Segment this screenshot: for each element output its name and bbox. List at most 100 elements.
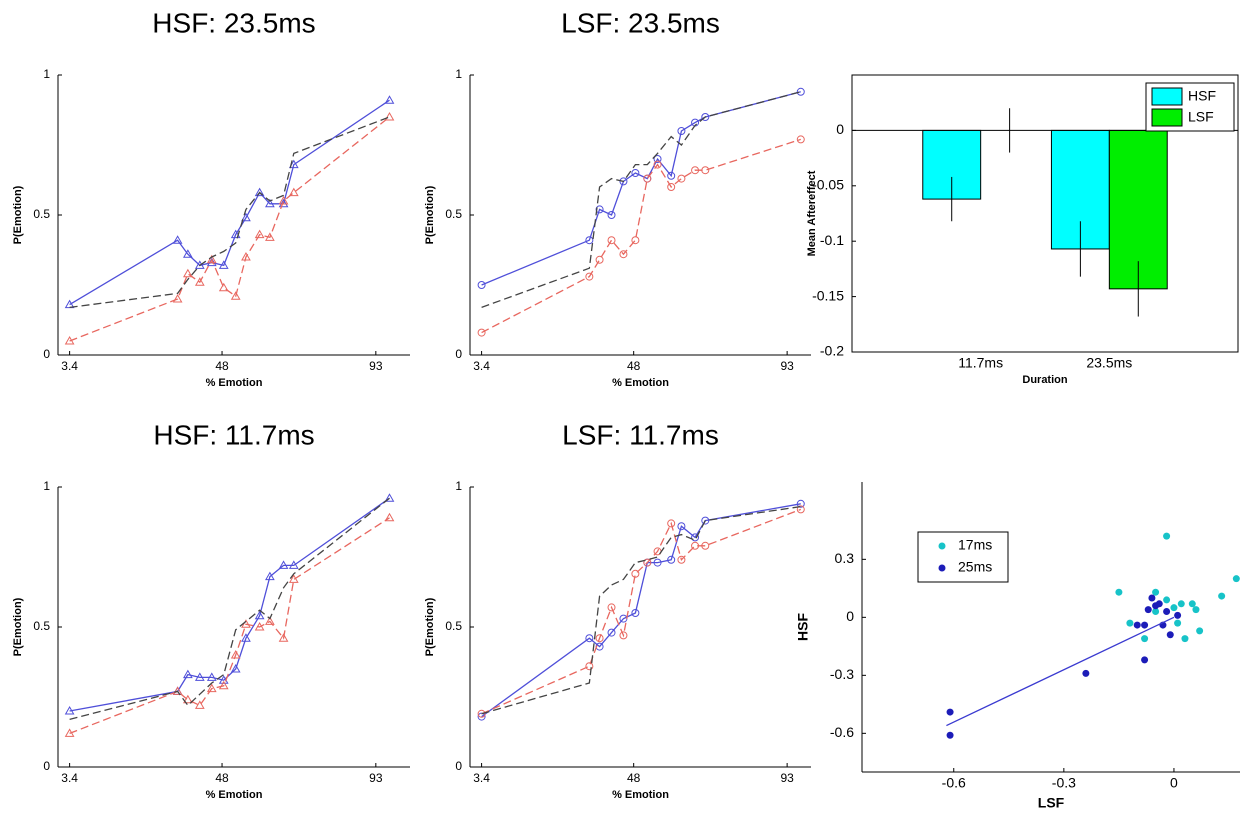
marker [230,649,241,659]
marker [619,250,628,259]
data-line [69,116,390,309]
point [1166,631,1174,639]
legend-marker [938,542,946,550]
marker [254,229,265,239]
point [1174,619,1182,627]
marker [206,257,217,267]
marker [631,609,640,617]
x-tick-label: 48 [215,359,229,373]
x-tick-label: 3.4 [473,359,490,373]
chart-title: HSF: 23.5ms [152,7,315,38]
x-tick-label: 3.4 [61,359,78,373]
marker [677,127,686,135]
marker [230,291,241,300]
marker [677,522,686,531]
point [1232,575,1240,583]
y-tick-label: 0.3 [835,550,855,566]
y-tick-label: 0.5 [33,619,50,633]
marker [701,113,710,121]
marker [206,254,217,264]
marker [477,281,486,289]
marker [183,694,193,704]
marker [477,709,486,718]
x-axis-label: Duration [1022,374,1068,386]
x-axis-label: LSF [1038,795,1065,811]
point [1163,532,1171,540]
marker [64,728,75,737]
y-tick-label: 1 [455,67,462,81]
x-tick-label: 93 [369,359,383,373]
chart-title: LSF: 11.7ms [562,419,719,450]
marker [691,541,700,550]
marker [265,571,275,581]
marker [218,260,229,269]
marker [241,633,251,642]
marker [230,663,241,673]
data-line [481,503,801,718]
point [1126,619,1134,627]
data-line [481,505,801,715]
marker [643,174,652,183]
y-tick-label: 1 [43,479,50,493]
x-tick-label: -0.3 [1052,775,1076,791]
marker [691,533,700,542]
marker [585,236,594,245]
y-tick-label: -0.6 [830,724,854,740]
marker [172,235,183,244]
data-line [481,508,802,715]
data-line [481,91,801,309]
marker [796,135,805,144]
x-tick-label: 0 [1170,775,1178,791]
marker [667,183,676,191]
marker [278,195,289,205]
data-line [69,497,390,721]
marker [691,166,700,175]
marker [172,686,183,695]
point [1181,635,1189,643]
marker [278,633,289,642]
marker [796,87,805,96]
y-tick-label: -0.15 [812,287,844,303]
point [1155,600,1163,608]
point [1218,592,1226,600]
marker [254,187,265,197]
marker [194,672,205,681]
marker [218,680,229,690]
y-axis-label: P(Emotion) [424,185,436,244]
trend-line [946,616,1175,727]
data-line [69,497,390,712]
point [1148,594,1156,602]
marker [607,628,616,637]
data-line [69,116,390,342]
x-tick-label: 93 [780,771,794,785]
y-tick-label: 0.5 [445,619,462,633]
point [1170,604,1178,612]
marker [653,155,662,163]
marker [585,634,594,643]
y-tick-label: 0 [43,759,50,773]
marker [607,603,616,612]
marker [653,558,662,567]
x-tick-label: 48 [627,771,641,785]
marker [384,111,395,121]
point [1152,588,1160,596]
y-tick-label: 0 [455,347,462,361]
marker [607,236,616,245]
y-tick-label: -0.2 [820,343,844,359]
point [1141,656,1149,664]
marker [384,95,395,104]
point [1163,608,1171,616]
y-axis-label: P(Emotion) [12,185,24,244]
point [946,731,954,739]
point [1115,588,1123,596]
x-axis-label: % Emotion [612,377,669,389]
marker [218,282,229,292]
marker [278,198,289,208]
marker [288,574,299,583]
marker [172,293,183,303]
y-tick-label: -0.3 [830,666,854,682]
legend-label: HSF [1188,88,1216,104]
marker [701,516,710,525]
